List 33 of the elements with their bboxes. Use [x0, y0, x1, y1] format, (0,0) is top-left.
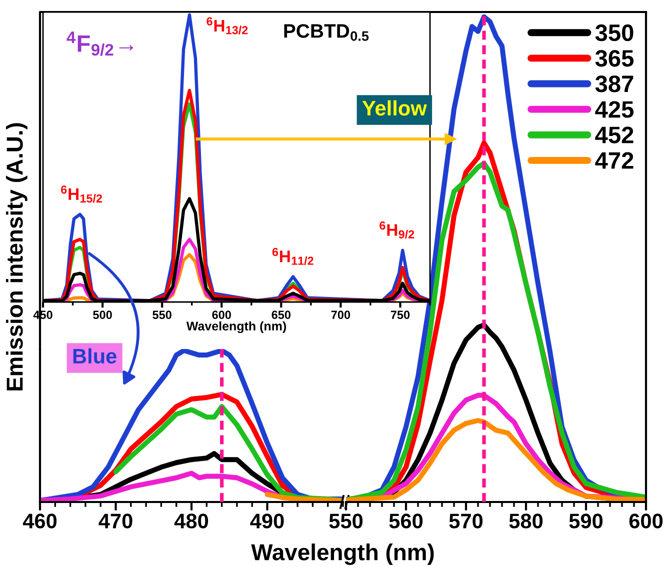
annotation: $^{4}$F$_{9/2}$→	[66, 32, 134, 56]
x-tick-label: 470	[98, 514, 132, 528]
x-tick-label: 750	[390, 310, 410, 320]
x-axis-title: Wavelength (nm)	[186, 321, 286, 334]
x-tick-label: 580	[509, 514, 543, 528]
legend-label: 425	[595, 101, 634, 118]
x-tick-label: 600	[212, 310, 231, 320]
annotation: Yellow	[362, 100, 427, 116]
x-tick-label: 480	[174, 514, 208, 528]
y-axis-title: Emission intensity (A.U.)	[6, 123, 28, 390]
x-tick-label: 590	[569, 514, 603, 528]
x-tick-label: 550	[329, 514, 363, 528]
annotation: PCBTD$_{0.5}$	[284, 24, 369, 41]
annotation: $^{6}$H$_{9/2}$	[380, 221, 414, 239]
legend-label: 365	[595, 50, 634, 67]
x-tick-label: 460	[22, 514, 57, 528]
legend-label: 350	[595, 24, 634, 42]
x-tick-label: 570	[449, 514, 483, 528]
x-tick-label: 650	[272, 310, 291, 320]
x-tick-label: 550	[152, 310, 172, 320]
annotation: Blue	[73, 348, 116, 364]
x-axis-title: Wavelength (nm)	[251, 544, 434, 565]
x-tick-label: 560	[389, 514, 423, 528]
annotation: $^{6}$H$_{15/2}$	[61, 186, 102, 203]
x-tick-label: 600	[629, 514, 663, 528]
x-tick-label: 500	[93, 310, 112, 320]
x-tick-label: 490	[250, 514, 284, 528]
annotation: $^{6}$H$_{11/2}$	[272, 248, 314, 266]
legend-label: 387	[595, 76, 634, 92]
legend-label: 472	[595, 152, 634, 169]
x-tick-label: 700	[331, 310, 350, 320]
legend-label: 452	[595, 126, 634, 144]
annotation: $^{6}$H$_{13/2}$	[206, 17, 248, 34]
